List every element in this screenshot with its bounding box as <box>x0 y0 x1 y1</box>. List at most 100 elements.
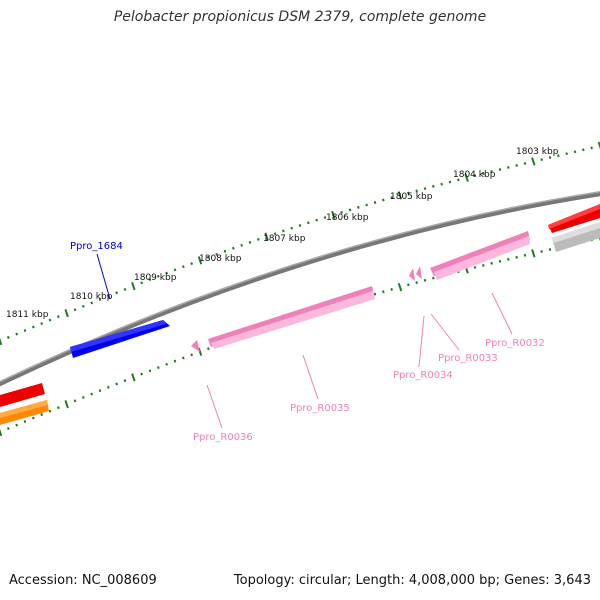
gene-ppro-r0033[interactable] <box>416 266 422 279</box>
minor-tick <box>173 268 177 272</box>
minor-tick <box>48 318 52 322</box>
minor-tick <box>298 224 302 227</box>
kbp-label-1806: 1806 kbp <box>326 213 369 223</box>
gene-label-ppro-r0032[interactable]: Ppro_R0032 <box>485 338 545 349</box>
minor-tick <box>373 201 377 204</box>
minor-tick <box>23 329 27 332</box>
minor-tick <box>440 182 443 186</box>
minor-tick <box>115 291 118 295</box>
gene-ppro-r0036[interactable] <box>191 340 200 352</box>
minor-tick <box>365 203 368 207</box>
genome-backbone <box>0 191 600 387</box>
minor-tick <box>448 180 452 184</box>
minor-tick <box>15 332 18 336</box>
gene-ppro-r0035[interactable] <box>208 286 375 349</box>
major-tick <box>464 173 469 182</box>
minor-tick <box>540 249 543 253</box>
minor-tick <box>32 416 35 420</box>
minor-tick <box>148 369 152 373</box>
gene-label-ppro-r0033[interactable]: Ppro_R0033 <box>438 353 498 364</box>
minor-tick <box>165 362 168 366</box>
major-tick <box>0 428 3 437</box>
minor-tick <box>540 158 543 161</box>
minor-tick <box>390 196 393 200</box>
minor-tick <box>573 150 577 154</box>
minor-tick <box>40 413 43 417</box>
minor-tick <box>182 265 185 269</box>
minor-tick <box>7 336 10 339</box>
gene-ppro-r0034[interactable] <box>409 268 415 281</box>
minor-tick <box>232 246 235 250</box>
minor-tick <box>32 325 35 329</box>
major-tick <box>64 400 69 409</box>
minor-tick <box>98 389 102 393</box>
minor-tick <box>348 208 352 212</box>
minor-tick <box>290 226 293 230</box>
minor-tick <box>190 262 193 265</box>
minor-tick <box>282 229 285 233</box>
kbp-label-1808: 1808 kbp <box>199 254 242 264</box>
accession-text: Accession: NC_008609 <box>9 573 157 588</box>
minor-tick <box>482 263 485 267</box>
gene-label-ppro-r0034[interactable]: Ppro_R0034 <box>393 370 453 381</box>
minor-tick <box>140 372 143 376</box>
minor-tick <box>507 257 510 261</box>
minor-tick <box>107 385 110 389</box>
minor-tick <box>507 166 510 169</box>
minor-tick <box>148 278 152 281</box>
minor-tick <box>415 281 418 284</box>
minor-tick <box>590 146 593 150</box>
orange-feature-left[interactable] <box>0 400 49 425</box>
minor-tick <box>498 168 502 171</box>
major-tick <box>131 373 136 382</box>
minor-tick <box>498 259 502 263</box>
minor-tick <box>107 294 110 298</box>
minor-tick <box>307 221 310 225</box>
minor-tick <box>390 287 393 291</box>
minor-tick <box>382 198 385 202</box>
minor-tick <box>15 423 18 427</box>
gene-label-ppro-r0036[interactable]: Ppro_R0036 <box>193 432 253 443</box>
minor-tick <box>315 218 318 222</box>
gene-ppro-r0032[interactable] <box>430 231 530 280</box>
minor-tick <box>207 255 210 259</box>
minor-tick <box>382 290 385 294</box>
minor-tick <box>215 252 218 256</box>
minor-tick <box>123 379 127 383</box>
minor-tick <box>182 356 185 360</box>
gray-feature-right[interactable] <box>552 222 600 252</box>
minor-tick <box>248 240 252 244</box>
minor-tick <box>582 148 585 152</box>
minor-tick <box>90 301 93 305</box>
minor-tick <box>98 298 102 301</box>
minor-tick <box>432 184 435 188</box>
major-tick <box>331 210 336 220</box>
minor-tick <box>523 253 527 257</box>
minor-tick <box>273 232 277 236</box>
red-feature-right[interactable] <box>548 204 600 233</box>
minor-tick <box>490 170 493 173</box>
minor-tick <box>415 189 418 193</box>
minor-tick <box>473 174 477 178</box>
minor-tick <box>548 248 552 251</box>
minor-tick <box>57 406 60 410</box>
minor-tick <box>490 261 493 265</box>
minor-tick <box>548 156 552 160</box>
minor-tick <box>82 395 85 399</box>
gene-ppro-1684[interactable] <box>70 320 170 358</box>
kbp-label-1804: 1804 kbp <box>453 170 496 180</box>
minor-tick <box>407 283 410 287</box>
major-tick <box>197 256 203 265</box>
kbp-label-1810: 1810 kbp <box>70 292 113 302</box>
minor-tick <box>157 274 160 278</box>
major-tick <box>531 157 536 166</box>
minor-tick <box>473 266 477 269</box>
minor-tick <box>23 420 27 424</box>
red-feature-left[interactable] <box>0 383 45 407</box>
gene-label-ppro-1684[interactable]: Ppro_1684 <box>70 241 123 252</box>
kbp-label-1805: 1805 kbp <box>390 192 433 202</box>
gene-label-ppro-r0035[interactable]: Ppro_R0035 <box>290 403 350 414</box>
minor-tick <box>357 205 360 209</box>
major-tick <box>397 282 403 292</box>
minor-tick <box>82 304 85 308</box>
